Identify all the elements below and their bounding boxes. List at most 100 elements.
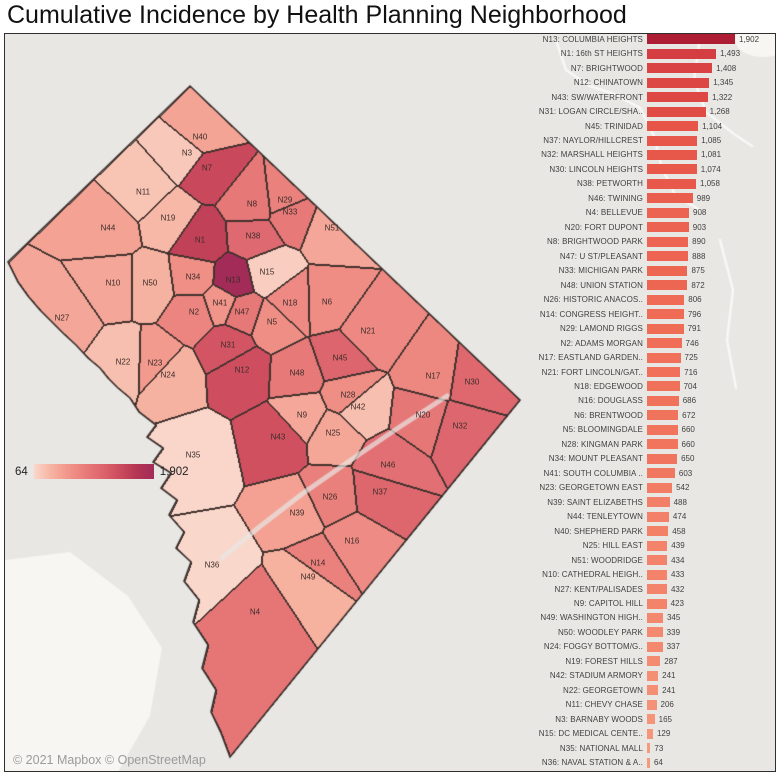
region-label[interactable]: N27 (54, 313, 70, 323)
bar[interactable] (647, 251, 689, 262)
region-label[interactable]: N24 (160, 370, 176, 380)
bar[interactable] (647, 656, 661, 667)
bar[interactable] (647, 699, 657, 710)
region-label[interactable]: N14 (310, 558, 326, 568)
region-label[interactable]: N12 (234, 365, 250, 375)
region-label[interactable]: N40 (192, 132, 208, 142)
bar[interactable] (647, 63, 713, 74)
region-label[interactable]: N13 (225, 275, 241, 285)
region-label[interactable]: N28 (340, 390, 356, 400)
region-label[interactable]: N33 (282, 207, 298, 217)
bar[interactable] (647, 598, 667, 609)
region-label[interactable]: N6 (321, 297, 333, 307)
choropleth-map-canvas[interactable] (5, 34, 775, 771)
bar[interactable] (647, 439, 678, 450)
region-label[interactable]: N49 (300, 572, 316, 582)
region-label[interactable]: N51 (324, 223, 340, 233)
region-label[interactable]: N48 (289, 368, 305, 378)
bar[interactable] (647, 627, 663, 638)
region-label[interactable]: N3 (181, 148, 193, 158)
bar[interactable] (647, 584, 667, 595)
bar[interactable] (647, 482, 673, 493)
region-label[interactable]: N43 (270, 432, 286, 442)
bar[interactable] (647, 280, 688, 291)
region-label[interactable]: N7 (201, 163, 213, 173)
region-label[interactable]: N15 (259, 267, 275, 277)
bar[interactable] (647, 121, 699, 132)
region-label[interactable]: N1 (194, 235, 206, 245)
region-label[interactable]: N29 (277, 195, 293, 205)
bar[interactable] (647, 497, 670, 508)
bar[interactable] (647, 670, 659, 681)
bar[interactable] (647, 222, 689, 233)
bar[interactable] (647, 395, 679, 406)
bar[interactable] (647, 511, 669, 522)
region-label[interactable]: N21 (360, 326, 376, 336)
region-label[interactable]: N22 (115, 357, 131, 367)
bar[interactable] (647, 34, 735, 45)
bar[interactable] (647, 323, 684, 334)
region-label[interactable]: N18 (282, 298, 298, 308)
bar[interactable] (647, 48, 717, 59)
bar[interactable] (647, 569, 668, 580)
bar[interactable] (647, 526, 669, 537)
bar[interactable] (647, 714, 655, 725)
region-label[interactable]: N5 (266, 317, 278, 327)
region-label[interactable]: N46 (380, 460, 396, 470)
bar[interactable] (647, 641, 663, 652)
region-label[interactable]: N25 (325, 428, 341, 438)
bar[interactable] (647, 757, 650, 768)
region-label[interactable]: N37 (372, 487, 388, 497)
region-label[interactable]: N31 (220, 340, 236, 350)
region-label[interactable]: N34 (185, 272, 201, 282)
bar[interactable] (647, 728, 653, 739)
bar[interactable] (647, 178, 696, 189)
region-label[interactable]: N9 (296, 410, 308, 420)
region-label[interactable]: N17 (425, 371, 441, 381)
region-label[interactable]: N8 (246, 199, 258, 209)
region-label[interactable]: N30 (464, 377, 480, 387)
bar[interactable] (647, 540, 668, 551)
region-label[interactable]: N16 (344, 536, 360, 546)
bar[interactable] (647, 352, 681, 363)
bar[interactable] (647, 207, 689, 218)
bar[interactable] (647, 338, 682, 349)
bar[interactable] (647, 381, 680, 392)
bar[interactable] (647, 367, 681, 378)
region-label[interactable]: N42 (350, 402, 366, 412)
region-label[interactable]: N44 (100, 223, 116, 233)
bar[interactable] (647, 92, 709, 103)
region-label[interactable]: N2 (188, 307, 200, 317)
region-label[interactable]: N45 (332, 353, 348, 363)
bar[interactable] (647, 294, 685, 305)
region-label[interactable]: N41 (212, 298, 228, 308)
bar[interactable] (647, 149, 697, 160)
region-label[interactable]: N35 (185, 450, 201, 460)
bar[interactable] (647, 612, 663, 623)
bar[interactable] (647, 309, 684, 320)
region-label[interactable]: N36 (204, 560, 220, 570)
region-label[interactable]: N26 (322, 492, 338, 502)
region-label[interactable]: N47 (234, 307, 250, 317)
bar[interactable] (647, 468, 675, 479)
region-label[interactable]: N38 (245, 231, 261, 241)
region-label[interactable]: N39 (289, 508, 305, 518)
bar[interactable] (647, 106, 706, 117)
region-label[interactable]: N32 (452, 421, 468, 431)
region-label[interactable]: N20 (415, 410, 431, 420)
map-attribution[interactable]: © 2021 Mapbox © OpenStreetMap (13, 753, 206, 767)
region-label[interactable]: N11 (135, 187, 151, 197)
bar[interactable] (647, 424, 678, 435)
bar[interactable] (647, 685, 659, 696)
bar[interactable] (647, 265, 688, 276)
region-label[interactable]: N23 (147, 358, 163, 368)
region-label[interactable]: N19 (160, 213, 176, 223)
region-label[interactable]: N4 (249, 607, 261, 617)
bar[interactable] (647, 410, 679, 421)
region-label[interactable]: N50 (142, 278, 158, 288)
bar[interactable] (647, 193, 693, 204)
bar[interactable] (647, 555, 668, 566)
region-label[interactable]: N10 (105, 278, 121, 288)
bar[interactable] (647, 135, 698, 146)
bar[interactable] (647, 236, 689, 247)
